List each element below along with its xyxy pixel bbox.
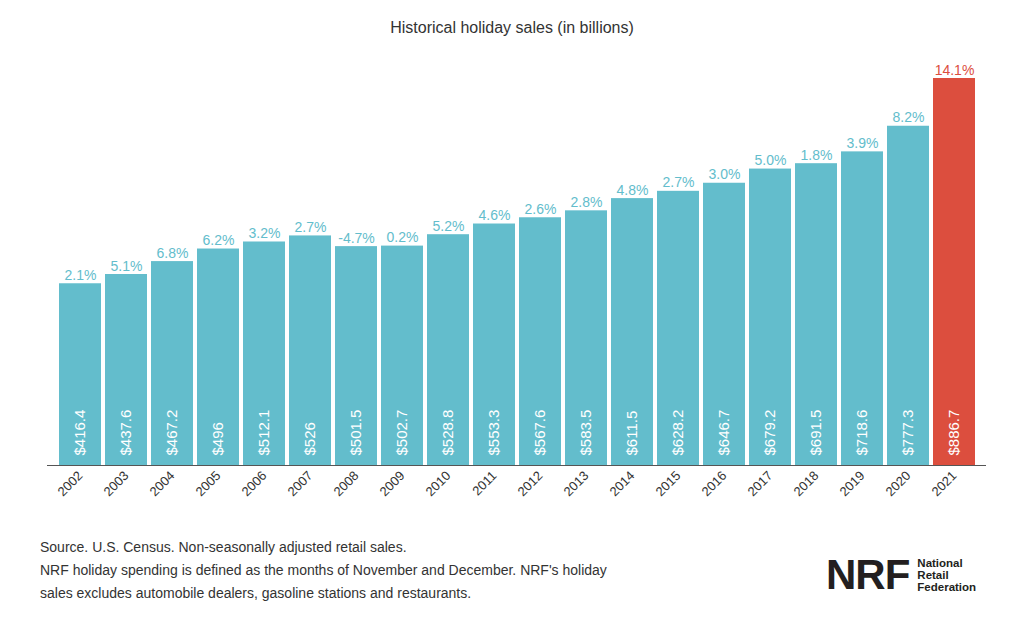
svg-text:2020: 2020 (883, 468, 914, 499)
svg-text:2018: 2018 (791, 468, 822, 499)
svg-text:2004: 2004 (147, 468, 178, 499)
svg-text:2011: 2011 (469, 468, 499, 498)
svg-text:2015: 2015 (653, 468, 684, 499)
svg-text:$777.3: $777.3 (899, 410, 916, 456)
svg-text:-4.7%: -4.7% (338, 230, 375, 246)
svg-text:14.1%: 14.1% (935, 62, 975, 78)
svg-text:5.0%: 5.0% (755, 152, 787, 168)
svg-text:6.2%: 6.2% (203, 232, 235, 248)
html-text:Historical holiday sales (in b: Historical holiday sales (in billions) (390, 19, 634, 36)
svg-text:$567.6: $567.6 (531, 410, 548, 456)
html-text:sales excludes automobile deal: sales excludes automobile dealers, gasol… (40, 585, 472, 601)
svg-text:4.6%: 4.6% (479, 207, 511, 223)
svg-text:$553.3: $553.3 (485, 410, 502, 456)
svg-text:8.2%: 8.2% (893, 109, 925, 125)
svg-text:3.9%: 3.9% (847, 135, 879, 151)
svg-text:2009: 2009 (377, 468, 408, 499)
svg-text:2.1%: 2.1% (65, 267, 97, 283)
svg-text:$583.5: $583.5 (577, 410, 594, 456)
svg-text:0.2%: 0.2% (387, 229, 419, 245)
svg-text:$718.6: $718.6 (853, 410, 870, 456)
svg-text:2.8%: 2.8% (571, 194, 603, 210)
svg-text:2006: 2006 (239, 468, 270, 499)
svg-text:$502.7: $502.7 (393, 410, 410, 456)
html-text:Retail: Retail (917, 569, 949, 581)
svg-text:$496: $496 (209, 422, 226, 455)
svg-text:2008: 2008 (331, 468, 362, 499)
svg-text:2.7%: 2.7% (295, 219, 327, 235)
svg-text:2021: 2021 (929, 468, 960, 499)
html-text:NRF holiday spending is define: NRF holiday spending is defined as the m… (40, 562, 607, 578)
svg-text:2.6%: 2.6% (525, 201, 557, 217)
html-text:National: National (917, 557, 963, 569)
svg-text:2017: 2017 (745, 468, 776, 499)
svg-text:2003: 2003 (101, 468, 132, 499)
svg-text:$679.2: $679.2 (761, 410, 778, 456)
svg-text:3.0%: 3.0% (709, 166, 741, 182)
svg-text:1.8%: 1.8% (801, 147, 833, 163)
svg-text:$437.6: $437.6 (117, 410, 134, 456)
svg-text:$467.2: $467.2 (163, 410, 180, 456)
svg-text:6.8%: 6.8% (157, 245, 189, 261)
svg-text:5.1%: 5.1% (111, 258, 143, 274)
svg-text:2012: 2012 (515, 468, 546, 499)
svg-text:2005: 2005 (193, 468, 224, 499)
html-text:Source. U.S. Census. Non-seaso: Source. U.S. Census. Non-seasonally adju… (40, 539, 407, 555)
svg-text:2014: 2014 (607, 468, 638, 499)
svg-text:$886.7: $886.7 (945, 410, 962, 456)
svg-text:$646.7: $646.7 (715, 410, 732, 456)
svg-text:2007: 2007 (285, 468, 316, 499)
svg-text:2019: 2019 (837, 468, 868, 499)
html-text:NRF: NRF (826, 551, 910, 598)
svg-text:$512.1: $512.1 (255, 410, 272, 456)
svg-text:$691.5: $691.5 (807, 410, 824, 456)
svg-text:$526: $526 (301, 422, 318, 455)
svg-text:3.2%: 3.2% (249, 225, 281, 241)
svg-text:2010: 2010 (423, 468, 454, 499)
svg-text:2013: 2013 (561, 468, 592, 499)
svg-text:2016: 2016 (699, 468, 730, 499)
svg-text:4.8%: 4.8% (617, 182, 649, 198)
svg-text:$528.8: $528.8 (439, 410, 456, 456)
svg-text:$628.2: $628.2 (669, 410, 686, 456)
svg-text:$501.5: $501.5 (347, 410, 364, 456)
svg-text:$611.5: $611.5 (623, 411, 640, 456)
svg-text:2002: 2002 (55, 468, 86, 499)
svg-text:5.2%: 5.2% (433, 218, 465, 234)
svg-text:$416.4: $416.4 (71, 410, 88, 456)
html-text:Federation: Federation (917, 581, 977, 593)
svg-text:2.7%: 2.7% (663, 174, 695, 190)
